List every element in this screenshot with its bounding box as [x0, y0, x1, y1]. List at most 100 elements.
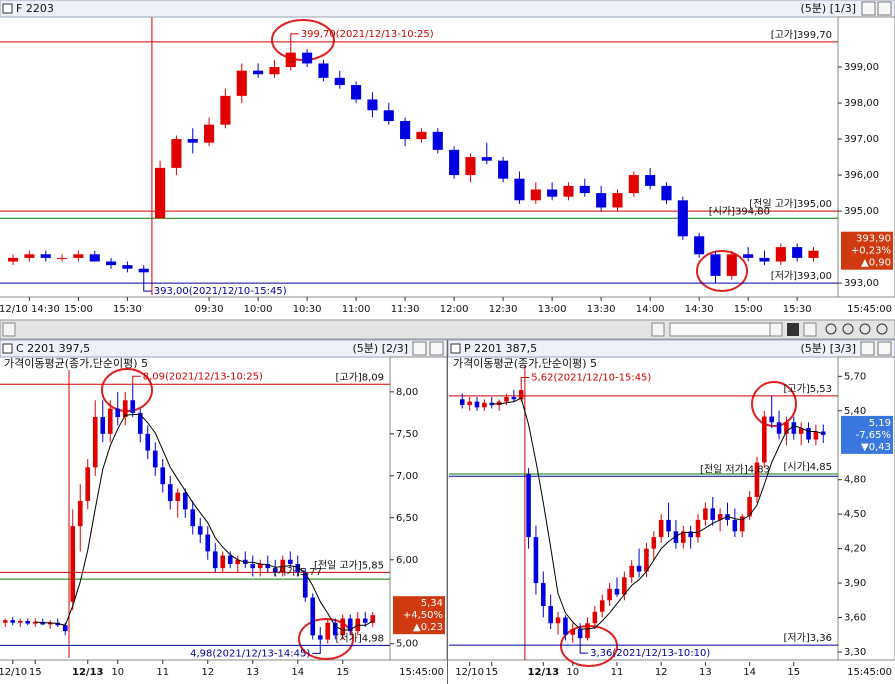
x-tick-label: 15:00 — [734, 304, 763, 315]
x-tick-label: 15:30 — [783, 304, 812, 315]
candle-body — [269, 67, 280, 75]
last-price-diff: ▲0,23 — [413, 622, 443, 633]
zoom-slider[interactable] — [669, 322, 783, 337]
candle-body — [212, 551, 218, 569]
candle-body — [235, 559, 241, 564]
checkbox[interactable] — [2, 343, 13, 354]
annotation-label: 3,36(2021/12/13-10:10) — [590, 648, 710, 659]
candle-body — [167, 484, 173, 501]
y-tick-label: 7,00 — [396, 471, 418, 482]
annotation-label: 8,09(2021/12/13-10:25) — [143, 371, 263, 382]
candle-body — [607, 588, 612, 601]
candle-body — [732, 519, 738, 532]
candle-body — [467, 401, 472, 406]
candle-body — [717, 514, 723, 520]
x-tick-label: 12 — [655, 667, 668, 678]
candle-body — [585, 623, 590, 639]
candle-body — [187, 139, 198, 143]
candle-body — [400, 121, 411, 140]
y-tick-label: 395,00 — [844, 206, 879, 217]
candle-body — [62, 625, 68, 632]
x-tick-label: 13 — [246, 667, 259, 678]
x-tick-label: 15 — [29, 667, 42, 678]
candle-body — [89, 254, 100, 262]
candle-body — [10, 620, 16, 623]
candle-body — [370, 615, 376, 623]
candle-body — [541, 583, 546, 607]
candle-body — [122, 400, 128, 418]
checkbox[interactable] — [2, 3, 13, 14]
zoom-left[interactable] — [769, 322, 783, 337]
plot-area — [0, 17, 838, 295]
annotation-arrow — [312, 645, 321, 654]
candle-body — [548, 606, 553, 624]
y-tick-label: 4,80 — [844, 475, 866, 486]
candle-body — [673, 531, 679, 543]
level-label: [고가]5,53 — [784, 383, 832, 395]
candle-body — [694, 236, 705, 255]
title-bar — [0, 0, 895, 18]
candle-body — [514, 178, 525, 201]
candle-body — [220, 95, 231, 125]
candle-body — [474, 401, 480, 408]
close-button[interactable] — [877, 341, 892, 356]
candle-body — [236, 70, 247, 96]
candle-body — [622, 577, 627, 595]
candle-body — [155, 167, 166, 219]
settings[interactable] — [876, 323, 888, 335]
y-tick-label: 7,50 — [396, 429, 418, 440]
candle-body — [57, 257, 68, 259]
candle-body — [285, 52, 296, 68]
indicator-label: 가격이동평균(종가,단순이평) 5 — [4, 357, 148, 370]
candle-body — [24, 254, 35, 258]
candle-body — [563, 185, 574, 197]
zoom-in[interactable] — [825, 323, 837, 335]
restore-button[interactable] — [860, 341, 875, 356]
chart-title: C 2201 397,5 — [16, 342, 90, 355]
candle-body — [340, 618, 346, 636]
candle-body — [482, 402, 487, 408]
candle-body — [25, 621, 31, 624]
x-tick-label: 12/13 — [528, 667, 560, 678]
candle-body — [577, 628, 583, 639]
last-price-label: 5,34 — [421, 598, 443, 609]
candle-body — [416, 131, 427, 140]
level-label: [저가]4,98 — [336, 632, 384, 644]
candle-body — [137, 412, 143, 434]
candle-body — [808, 250, 819, 258]
candle-body — [645, 175, 656, 186]
candle-body — [547, 189, 558, 197]
candle-body — [481, 157, 492, 161]
candle-body — [347, 618, 353, 632]
x-tick-label: 11 — [611, 667, 624, 678]
highlight-circle — [696, 250, 748, 292]
zoom-reset[interactable] — [859, 323, 871, 335]
level-label: [시가]394,80 — [709, 205, 770, 217]
stop-button[interactable] — [787, 323, 799, 336]
restore-button[interactable] — [412, 341, 427, 356]
candle-body — [530, 189, 541, 201]
candle-body — [250, 563, 256, 569]
zoom-out[interactable] — [842, 323, 854, 335]
x-tick-label: 09:30 — [195, 304, 224, 315]
annotation-label: 5,62(2021/12/10-15:45) — [531, 373, 651, 384]
close-button[interactable] — [429, 341, 444, 356]
play-button[interactable] — [803, 322, 817, 337]
close-button[interactable] — [877, 1, 892, 16]
candle-body — [661, 185, 672, 201]
checkbox[interactable] — [450, 343, 461, 354]
scroll-left[interactable] — [2, 322, 16, 337]
candle-body — [496, 401, 502, 406]
level-label: [시가]4,85 — [784, 461, 832, 473]
scroll-right[interactable] — [651, 322, 665, 337]
candle-body — [592, 611, 598, 624]
candle-body — [351, 85, 362, 100]
y-tick-label: 3,90 — [844, 578, 866, 589]
candle-body — [526, 473, 531, 538]
candle-body — [100, 417, 106, 434]
candle-body — [511, 397, 517, 400]
level-label: [저가]3,36 — [784, 632, 832, 644]
restore-button[interactable] — [861, 1, 876, 16]
candle-body — [820, 431, 826, 435]
x-tick-label: 11:30 — [391, 304, 420, 315]
